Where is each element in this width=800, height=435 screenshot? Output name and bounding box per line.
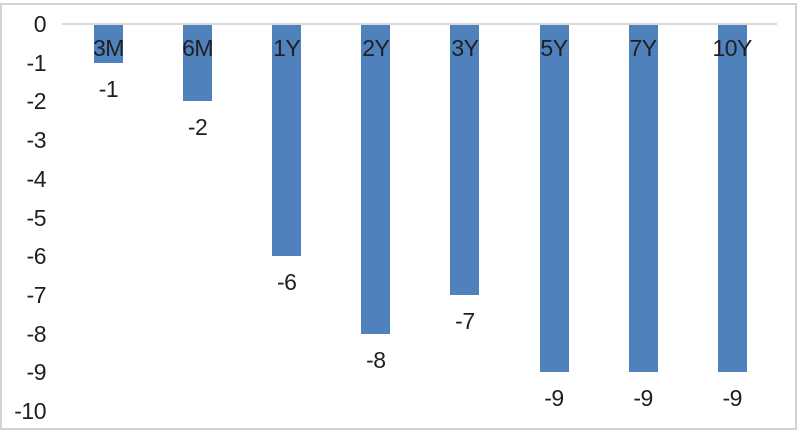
bar-7y xyxy=(628,25,658,373)
y-axis-tick-label: -7 xyxy=(26,281,47,308)
bar-2y xyxy=(361,25,391,334)
bar-1y xyxy=(272,25,302,257)
category-label-3y: 3Y xyxy=(451,35,479,61)
data-label-2y: -8 xyxy=(366,346,386,373)
y-axis-tick-label: -5 xyxy=(26,204,47,231)
y-axis-tick-label: -1 xyxy=(26,49,47,76)
category-label-2y: 2Y xyxy=(362,35,390,61)
y-axis-tick-label: -8 xyxy=(26,320,47,347)
data-label-6m: -2 xyxy=(187,114,208,141)
data-label-7y: -9 xyxy=(633,385,653,412)
data-label-3y: -7 xyxy=(455,307,475,334)
data-label-1y: -6 xyxy=(276,269,297,296)
bar-3y xyxy=(450,25,480,295)
bar-3m xyxy=(94,25,123,63)
bar-5y xyxy=(539,25,569,373)
category-label-5y: 5Y xyxy=(540,35,568,61)
y-axis-tick-label: -9 xyxy=(26,359,47,386)
data-label-3m: -1 xyxy=(98,75,119,102)
data-label-10y: -9 xyxy=(722,385,742,412)
bar-10y xyxy=(717,25,747,373)
category-label-10y: 10Y xyxy=(712,35,752,61)
y-axis-tick-label: -4 xyxy=(26,165,47,192)
category-label-3m: 3M xyxy=(93,35,124,61)
category-label-7y: 7Y xyxy=(629,35,658,61)
data-label-5y: -9 xyxy=(544,385,564,412)
y-axis-tick-label: -10 xyxy=(14,398,46,424)
bar-6m xyxy=(183,25,213,102)
zero-baseline xyxy=(62,23,777,25)
y-axis-tick-label: 0 xyxy=(33,11,47,37)
category-label-6m: 6M xyxy=(182,35,214,61)
y-axis-tick-label: -2 xyxy=(26,88,47,115)
y-axis-tick-label: -6 xyxy=(26,243,47,270)
category-label-1y: 1Y xyxy=(273,35,301,61)
y-axis-tick-label: -3 xyxy=(26,127,47,154)
